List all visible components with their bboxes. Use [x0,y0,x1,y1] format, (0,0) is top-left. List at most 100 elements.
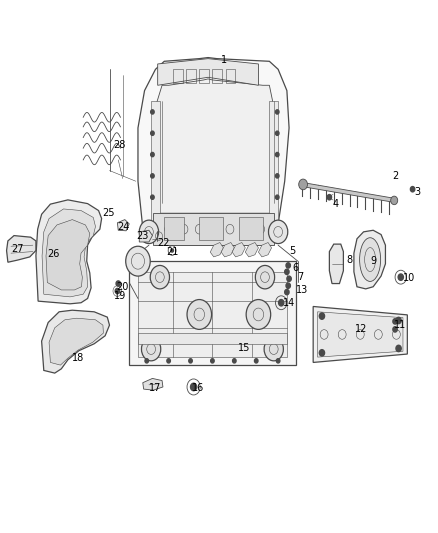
Polygon shape [239,217,263,240]
Text: 9: 9 [370,256,376,266]
Polygon shape [318,312,403,357]
Circle shape [126,246,150,276]
Circle shape [398,274,403,280]
Circle shape [187,300,212,329]
Text: 12: 12 [355,324,367,334]
Polygon shape [155,79,274,213]
Circle shape [276,195,279,199]
Polygon shape [117,220,129,231]
Polygon shape [7,236,36,262]
Circle shape [189,359,192,363]
Circle shape [145,359,148,363]
Circle shape [276,131,279,135]
Circle shape [254,359,258,363]
Circle shape [115,288,120,294]
Circle shape [276,174,279,178]
Polygon shape [153,213,274,245]
Polygon shape [46,220,90,290]
Text: 28: 28 [113,140,125,150]
Circle shape [327,195,332,200]
Circle shape [211,359,214,363]
Text: 22: 22 [158,238,170,247]
Text: 16: 16 [192,383,204,393]
Text: 1: 1 [221,55,227,64]
Circle shape [151,110,154,114]
Polygon shape [269,101,278,221]
Polygon shape [354,230,385,289]
Circle shape [276,110,279,114]
Text: 6: 6 [293,263,299,272]
Text: 13: 13 [296,286,308,295]
Text: 4: 4 [333,199,339,208]
Polygon shape [138,58,289,245]
Text: 8: 8 [346,255,352,265]
Circle shape [171,249,173,252]
Polygon shape [158,59,258,85]
Circle shape [319,350,325,356]
Circle shape [139,220,159,244]
Polygon shape [138,272,287,357]
Text: 10: 10 [403,273,415,283]
Text: 2: 2 [392,171,398,181]
Polygon shape [139,230,152,242]
Circle shape [286,283,290,288]
Circle shape [396,317,401,324]
Ellipse shape [360,238,381,281]
Text: 27: 27 [11,244,24,254]
Circle shape [396,345,401,352]
Circle shape [391,196,398,205]
Text: 25: 25 [102,208,115,218]
Circle shape [279,300,284,306]
Text: 20: 20 [116,282,128,292]
Circle shape [276,152,279,157]
Polygon shape [36,200,102,304]
Text: 26: 26 [47,249,60,259]
Circle shape [233,359,236,363]
Text: 18: 18 [72,353,85,363]
Polygon shape [210,243,223,257]
Circle shape [299,179,307,190]
Text: 11: 11 [394,320,406,330]
Polygon shape [164,217,184,240]
Circle shape [287,276,291,281]
Text: 15: 15 [238,343,250,353]
Polygon shape [301,182,395,203]
Text: 5: 5 [289,246,295,255]
Text: 3: 3 [414,187,420,197]
Circle shape [151,131,154,135]
Text: 23: 23 [136,231,148,241]
Text: 17: 17 [149,383,161,393]
Polygon shape [151,101,160,221]
Polygon shape [42,209,95,297]
Circle shape [393,319,397,324]
Text: 19: 19 [114,291,126,301]
Circle shape [319,313,325,319]
Circle shape [141,337,161,361]
Circle shape [393,327,397,332]
Text: 7: 7 [297,272,303,282]
Text: 24: 24 [117,222,130,231]
Polygon shape [129,261,296,365]
Circle shape [276,359,280,363]
Polygon shape [329,244,343,284]
Circle shape [167,359,170,363]
Circle shape [151,195,154,199]
Circle shape [150,265,170,289]
Circle shape [151,174,154,178]
Polygon shape [245,243,258,257]
Circle shape [116,281,120,286]
Circle shape [410,187,415,192]
Polygon shape [143,378,163,390]
Circle shape [151,152,154,157]
Polygon shape [221,243,234,257]
Circle shape [191,383,197,391]
Polygon shape [42,310,110,373]
Circle shape [264,337,283,361]
Polygon shape [49,318,103,365]
Polygon shape [258,243,272,257]
Polygon shape [232,243,245,257]
Text: 21: 21 [166,247,179,256]
Circle shape [285,289,289,295]
Circle shape [255,265,275,289]
Text: 14: 14 [283,298,295,308]
